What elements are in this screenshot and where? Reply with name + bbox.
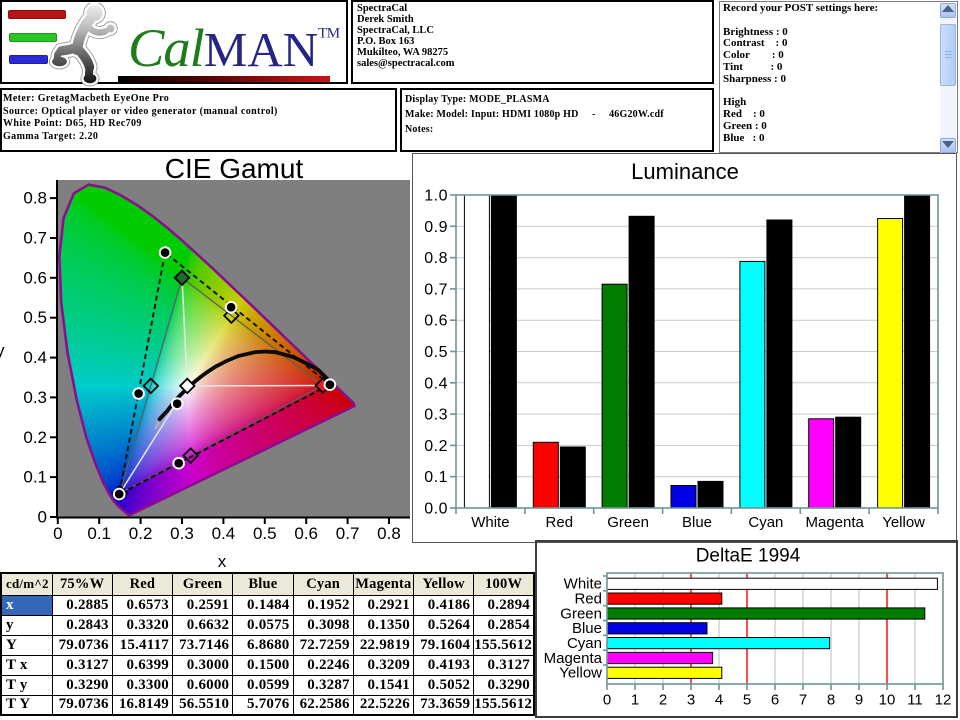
svg-text:Magenta: Magenta bbox=[806, 514, 865, 531]
svg-text:6: 6 bbox=[771, 692, 779, 709]
svg-text:0.8: 0.8 bbox=[23, 189, 47, 208]
svg-text:0: 0 bbox=[53, 524, 62, 543]
svg-text:0: 0 bbox=[603, 692, 611, 709]
svg-text:0.1: 0.1 bbox=[23, 468, 47, 487]
svg-text:0.4: 0.4 bbox=[212, 524, 236, 543]
svg-text:4: 4 bbox=[715, 692, 723, 709]
svg-text:12: 12 bbox=[935, 692, 952, 709]
svg-text:Cyan: Cyan bbox=[748, 514, 783, 531]
svg-text:0.3: 0.3 bbox=[170, 524, 194, 543]
svg-text:Green: Green bbox=[607, 514, 649, 531]
svg-text:Blue: Blue bbox=[572, 620, 602, 637]
svg-text:7: 7 bbox=[799, 692, 807, 709]
svg-text:Magenta: Magenta bbox=[544, 650, 603, 667]
svg-text:0: 0 bbox=[38, 508, 47, 527]
svg-text:0.5: 0.5 bbox=[23, 308, 47, 327]
svg-text:0.7: 0.7 bbox=[23, 229, 47, 248]
svg-text:0.6: 0.6 bbox=[23, 268, 47, 287]
svg-text:9: 9 bbox=[855, 692, 863, 709]
svg-text:Yellow: Yellow bbox=[559, 665, 602, 682]
svg-text:0.6: 0.6 bbox=[424, 313, 448, 330]
svg-text:DeltaE 1994: DeltaE 1994 bbox=[696, 546, 801, 567]
svg-text:Blue: Blue bbox=[682, 514, 712, 531]
svg-text:White: White bbox=[564, 576, 602, 593]
svg-text:Red: Red bbox=[574, 591, 602, 608]
svg-text:0.2: 0.2 bbox=[129, 524, 153, 543]
svg-text:0.3: 0.3 bbox=[23, 388, 47, 407]
svg-text:0.5: 0.5 bbox=[253, 524, 277, 543]
svg-text:0.3: 0.3 bbox=[424, 407, 448, 424]
svg-text:Red: Red bbox=[546, 514, 574, 531]
svg-text:0.7: 0.7 bbox=[424, 281, 448, 298]
svg-text:8: 8 bbox=[827, 692, 835, 709]
svg-text:1.0: 1.0 bbox=[424, 188, 448, 205]
svg-text:0.1: 0.1 bbox=[87, 524, 111, 543]
svg-text:0.1: 0.1 bbox=[424, 469, 448, 486]
svg-text:0.6: 0.6 bbox=[294, 524, 318, 543]
svg-text:Yellow: Yellow bbox=[882, 514, 925, 531]
svg-text:0.8: 0.8 bbox=[424, 250, 448, 267]
svg-text:Cyan: Cyan bbox=[567, 635, 602, 652]
svg-text:0.4: 0.4 bbox=[23, 348, 47, 367]
svg-text:2: 2 bbox=[659, 692, 667, 709]
svg-text:Green: Green bbox=[560, 605, 602, 622]
svg-text:0.4: 0.4 bbox=[424, 375, 448, 392]
svg-text:0.5: 0.5 bbox=[424, 344, 448, 361]
svg-text:White: White bbox=[471, 514, 509, 531]
svg-text:0.8: 0.8 bbox=[377, 524, 401, 543]
svg-text:0.2: 0.2 bbox=[424, 438, 448, 455]
svg-text:3: 3 bbox=[687, 692, 695, 709]
svg-text:Luminance: Luminance bbox=[631, 159, 739, 184]
svg-text:11: 11 bbox=[907, 692, 923, 709]
svg-text:0.7: 0.7 bbox=[336, 524, 360, 543]
svg-text:CIE Gamut: CIE Gamut bbox=[165, 153, 304, 184]
svg-text:0.9: 0.9 bbox=[424, 219, 448, 236]
svg-text:x: x bbox=[218, 552, 227, 571]
svg-text:y: y bbox=[0, 341, 5, 360]
svg-text:10: 10 bbox=[879, 692, 896, 709]
svg-text:0.0: 0.0 bbox=[424, 501, 448, 518]
svg-text:5: 5 bbox=[743, 692, 751, 709]
svg-text:0.2: 0.2 bbox=[23, 428, 47, 447]
svg-text:1: 1 bbox=[631, 692, 639, 709]
